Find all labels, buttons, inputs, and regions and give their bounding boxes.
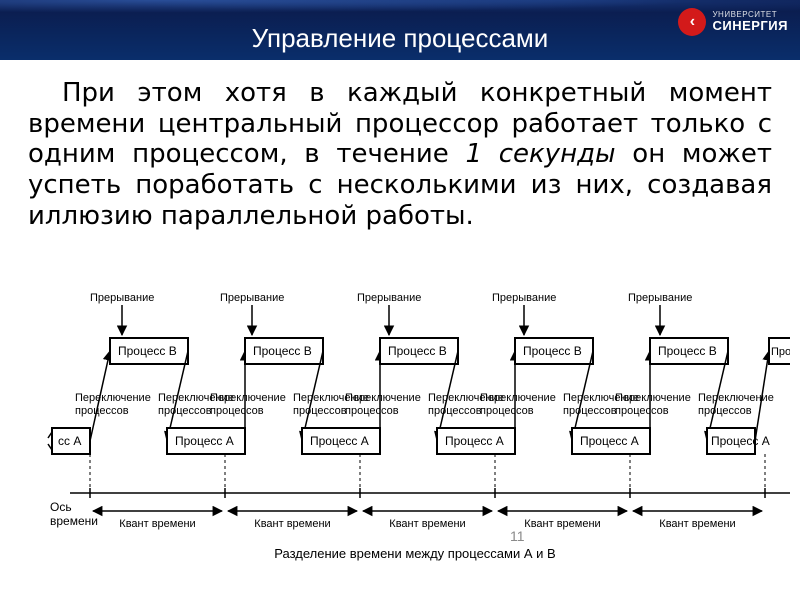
svg-text:Ось: Ось xyxy=(50,500,72,514)
svg-text:процессов: процессов xyxy=(615,405,669,417)
svg-text:Проц: Проц xyxy=(771,346,790,358)
svg-text:процессов: процессов xyxy=(428,405,482,417)
logo-line1: УНИВЕРСИТЕТ xyxy=(712,11,788,19)
svg-text:процессов: процессов xyxy=(158,405,212,417)
process-switching-diagram: сс А Процесс В Процесс А Процесс В Процесс А… xyxy=(40,283,790,588)
svg-text:Переключение: Переключение xyxy=(615,392,691,404)
svg-text:Процесс А: Процесс А xyxy=(711,434,770,448)
svg-text:процессов: процессов xyxy=(345,405,399,417)
svg-text:процессов: процессов xyxy=(293,405,347,417)
svg-text:Процесс В: Процесс В xyxy=(253,344,312,358)
slide-header: Управление процессами ‹ УНИВЕРСИТЕТ СИНЕ… xyxy=(0,0,800,60)
svg-text:Квант времени: Квант времени xyxy=(119,518,195,530)
svg-text:Процесс В: Процесс В xyxy=(118,344,177,358)
svg-text:Переключение: Переключение xyxy=(210,392,286,404)
logo-text: УНИВЕРСИТЕТ СИНЕРГИЯ xyxy=(712,11,788,33)
svg-text:Процесс А: Процесс А xyxy=(175,434,234,448)
svg-text:Квант времени: Квант времени xyxy=(524,518,600,530)
svg-text:Прерывание: Прерывание xyxy=(220,292,284,304)
svg-text:Переключение: Переключение xyxy=(480,392,556,404)
svg-text:Прерывание: Прерывание xyxy=(357,292,421,304)
content-area: При этом хотя в каждый конкретный момент… xyxy=(0,60,800,231)
svg-text:Прерывание: Прерывание xyxy=(90,292,154,304)
svg-text:Процесс В: Процесс В xyxy=(388,344,447,358)
svg-text:Процесс А: Процесс А xyxy=(580,434,639,448)
svg-text:Переключение: Переключение xyxy=(75,392,151,404)
svg-text:Процесс А: Процесс А xyxy=(445,434,504,448)
svg-text:процессов: процессов xyxy=(75,405,129,417)
svg-text:сс А: сс А xyxy=(58,434,81,448)
svg-text:Процесс А: Процесс А xyxy=(310,434,369,448)
logo-line2: СИНЕРГИЯ xyxy=(712,19,788,33)
slide-title: Управление процессами xyxy=(252,23,549,54)
svg-text:процессов: процессов xyxy=(480,405,534,417)
svg-text:Переключение: Переключение xyxy=(698,392,774,404)
svg-text:времени: времени xyxy=(50,514,98,528)
svg-text:процессов: процессов xyxy=(210,405,264,417)
svg-text:Квант времени: Квант времени xyxy=(659,518,735,530)
svg-text:процессов: процессов xyxy=(698,405,752,417)
svg-text:Квант времени: Квант времени xyxy=(254,518,330,530)
svg-text:Прерывание: Прерывание xyxy=(492,292,556,304)
svg-text:Разделение времени между проце: Разделение времени между процессами А и … xyxy=(274,546,555,561)
svg-text:Переключение: Переключение xyxy=(345,392,421,404)
logo-badge-icon: ‹ xyxy=(678,8,706,36)
paragraph-italic: 1 секунды xyxy=(465,139,615,169)
svg-text:11: 11 xyxy=(510,528,525,544)
svg-text:Квант времени: Квант времени xyxy=(389,518,465,530)
svg-text:Процесс В: Процесс В xyxy=(658,344,717,358)
svg-text:процессов: процессов xyxy=(563,405,617,417)
university-logo: ‹ УНИВЕРСИТЕТ СИНЕРГИЯ xyxy=(678,8,788,36)
diagram-svg: сс А Процесс В Процесс А Процесс В Процесс А… xyxy=(40,283,790,588)
svg-text:Процесс В: Процесс В xyxy=(523,344,582,358)
body-paragraph: При этом хотя в каждый конкретный момент… xyxy=(28,78,772,231)
svg-text:Прерывание: Прерывание xyxy=(628,292,692,304)
